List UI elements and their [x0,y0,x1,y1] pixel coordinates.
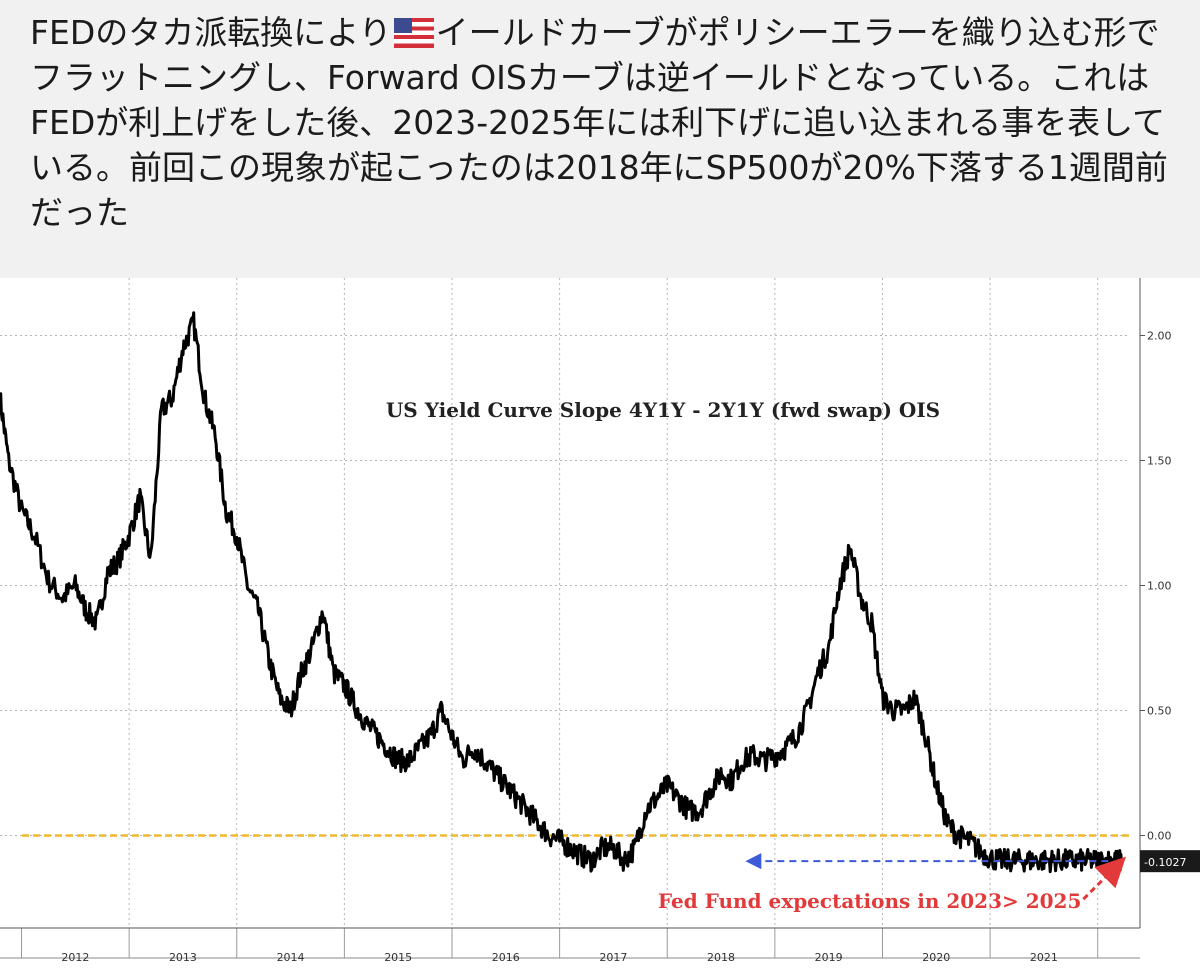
tweet-text-box: FEDのタカ派転換により イールドカーブがポリシーエラーを織り込む形でフラットニン… [0,0,1200,278]
tweet-text: FEDのタカ派転換により イールドカーブがポリシーエラーを織り込む形でフラットニン… [30,10,1180,235]
y-tick-label: 2.00 [1147,330,1172,343]
annotation-group: Fed Fund expectations in 2023> 2025 -0.10… [658,850,1200,913]
x-tick-label: 2016 [492,951,520,964]
y-tick-label: 1.50 [1147,455,1172,468]
x-tick-label: 2017 [599,951,627,964]
y-tick-label: 0.00 [1147,830,1172,843]
x-tick-label: 2012 [61,951,89,964]
tweet-text-part-1: FEDのタカ派転換により [30,13,392,52]
last-value-badge [1140,850,1200,873]
series-line [0,311,1123,874]
tweet-text-part-2: イールドカーブがポリシーエラーを織り込む形でフラットニングし、Forward O… [30,13,1168,232]
series-group [0,311,1123,874]
x-tick-label: 2014 [277,951,305,964]
chart-svg: US Yield Curve Slope 4Y1Y - 2Y1Y (fwd sw… [0,278,1200,965]
us-flag-icon [393,18,434,48]
x-tick-label: 2018 [707,951,735,964]
annotation-label: Fed Fund expectations in 2023> 2025 [658,889,1081,913]
x-tick-label: 2021 [1030,951,1058,964]
y-tick-label: 1.00 [1147,580,1172,593]
x-tick-label: 2020 [922,951,950,964]
last-value-label: -0.1027 [1144,856,1186,869]
x-tick-label: 2019 [815,951,843,964]
x-tick-label: 2013 [169,951,197,964]
tick-labels: 2012 2013 2014 2015 2016 2017 2018 2019 2020 2021… [61,330,1171,965]
chart-area: US Yield Curve Slope 4Y1Y - 2Y1Y (fwd sw… [0,278,1200,970]
axes [0,278,1145,959]
chart-title: US Yield Curve Slope 4Y1Y - 2Y1Y (fwd sw… [386,398,940,422]
y-tick-label: 0.50 [1147,705,1172,718]
pointer-arrow [1082,856,1126,901]
x-tick-label: 2015 [384,951,412,964]
